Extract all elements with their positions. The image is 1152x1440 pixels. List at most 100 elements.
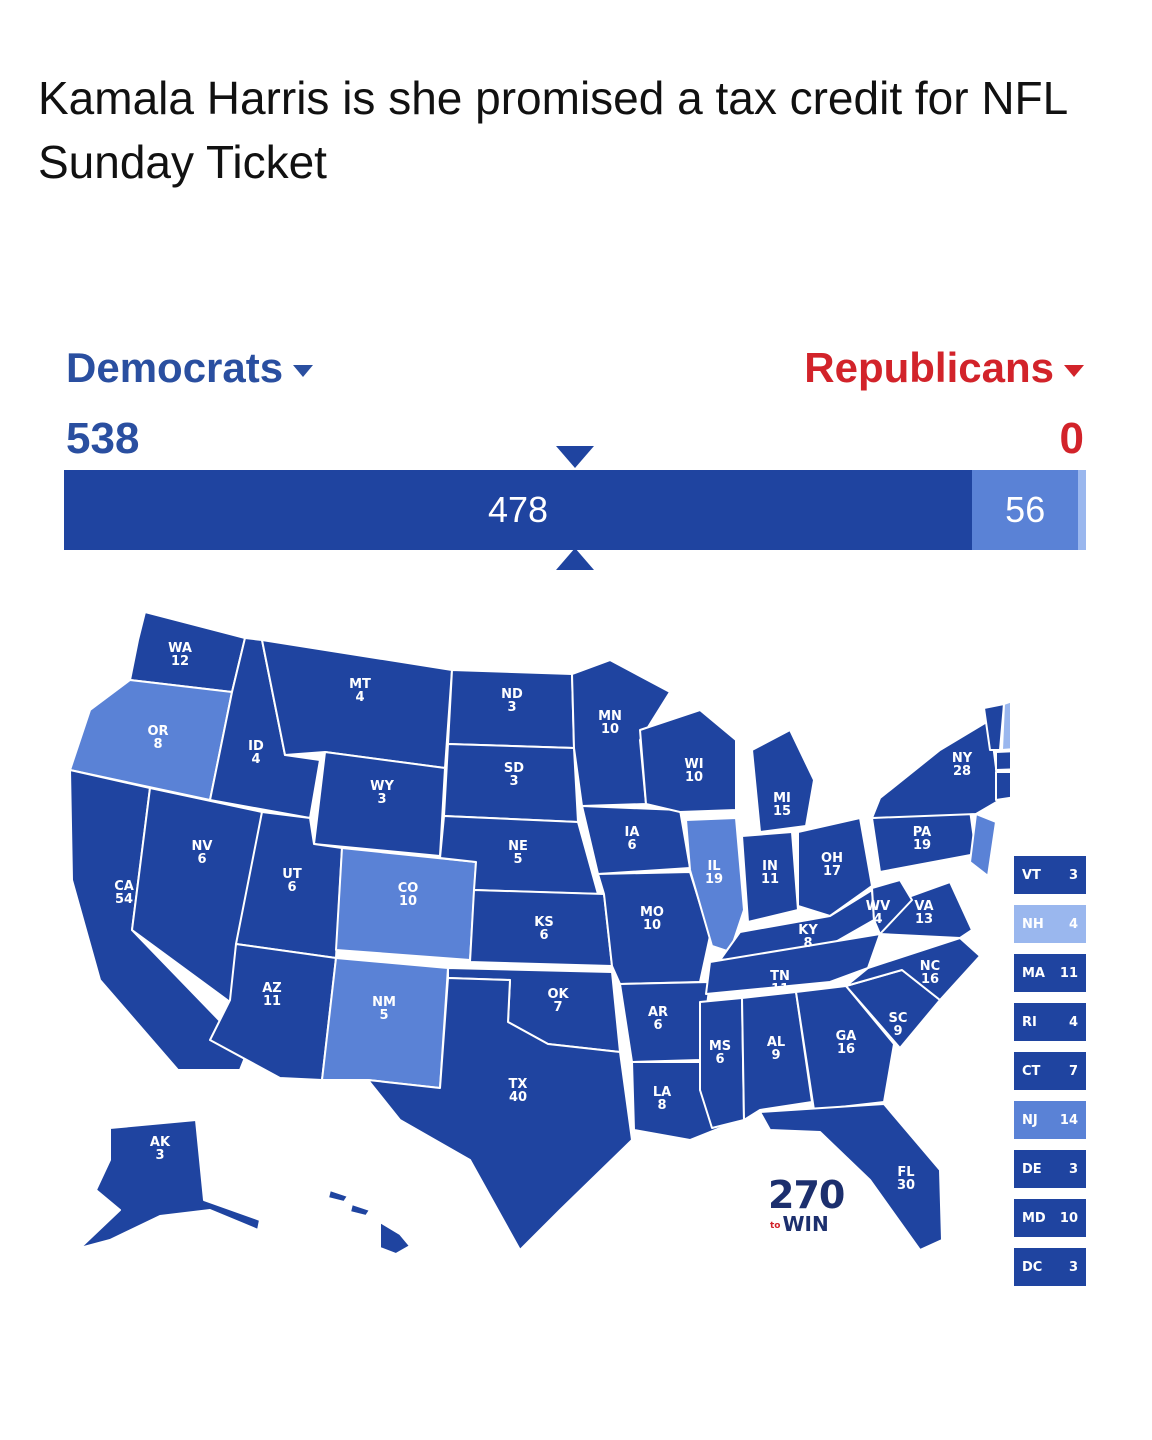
state-label-wa: WA 12 [168, 641, 192, 669]
ne-state-ev: 4 [1068, 1014, 1078, 1030]
state-label-la: LA 8 [653, 1085, 671, 1113]
state-label-ky: KY 8 [798, 923, 818, 951]
ne-state-md[interactable]: MD 10 [1014, 1199, 1086, 1237]
safe-dem-count: 478 [487, 489, 549, 530]
state-label-tx: TX 40 [509, 1077, 528, 1105]
republicans-dropdown[interactable]: Republicans [804, 344, 1084, 392]
state-GA[interactable] [795, 985, 895, 1111]
state-label-az: AZ 11 [262, 981, 282, 1009]
ne-state-ct[interactable]: CT 7 [1014, 1052, 1086, 1090]
ne-state-ri[interactable]: RI 4 [1014, 1003, 1086, 1041]
state-NM[interactable] [321, 957, 449, 1089]
state-label-or: OR 8 [147, 724, 168, 752]
state-label-ks: KS 6 [534, 915, 553, 943]
state-WV[interactable] [871, 879, 913, 935]
republicans-label: Republicans [804, 344, 1054, 391]
ne-state-ev: 11 [1059, 965, 1078, 981]
state-FL[interactable] [759, 1103, 943, 1251]
ne-state-ma[interactable]: MA 11 [1014, 954, 1086, 992]
state-label-ca: CA 54 [114, 879, 134, 907]
state-label-nv: NV 6 [192, 839, 213, 867]
ne-state-abbr: DE [1022, 1161, 1042, 1177]
state-label-ne: NE 5 [508, 839, 528, 867]
state-label-wi: WI 10 [684, 757, 703, 785]
state-TN[interactable] [705, 933, 881, 995]
state-MA[interactable] [995, 750, 1010, 771]
state-MS[interactable] [699, 997, 745, 1129]
ne-state-vt[interactable]: VT 3 [1014, 856, 1086, 894]
state-label-nm: NM 5 [372, 995, 396, 1023]
democrats-label: Democrats [66, 344, 284, 391]
state-AR[interactable] [619, 981, 711, 1063]
state-CT[interactable] [995, 771, 1010, 801]
state-NY[interactable] [871, 719, 1001, 819]
state-label-nc: NC 16 [920, 959, 940, 987]
state-label-id: ID 4 [248, 739, 264, 767]
state-WI[interactable] [639, 709, 737, 813]
state-label-ny: NY 28 [952, 751, 973, 779]
state-label-pa: PA 19 [913, 825, 931, 853]
state-label-tn: TN 11 [770, 969, 790, 997]
state-label-mo: MO 10 [640, 905, 664, 933]
logo-number: 270 [768, 1173, 845, 1217]
state-OH[interactable] [797, 817, 873, 917]
ne-state-ev: 10 [1059, 1210, 1078, 1226]
state-label-co: CO 10 [398, 881, 419, 909]
state-label-ms: MS 6 [709, 1039, 731, 1067]
democrats-dropdown[interactable]: Democrats [66, 344, 314, 392]
electoral-vote-bar: 478 56 [64, 470, 1086, 550]
ne-state-abbr: CT [1022, 1063, 1041, 1079]
ne-state-nh[interactable]: NH 4 [1014, 905, 1086, 943]
caret-down-icon [1064, 365, 1084, 377]
ne-state-abbr: DC [1022, 1259, 1043, 1275]
state-AK[interactable] [79, 1119, 261, 1249]
republicans-total: 0 [1059, 414, 1084, 463]
ne-state-abbr: VT [1022, 867, 1041, 883]
state-label-ut: UT 6 [282, 867, 302, 895]
state-label-mi: MI 15 [773, 791, 791, 819]
ne-state-ev: 7 [1068, 1063, 1078, 1079]
state-label-oh: OH 17 [821, 851, 843, 879]
state-label-sc: SC 9 [889, 1011, 908, 1039]
state-label-ga: GA 16 [836, 1029, 857, 1057]
state-label-ak: AK 3 [150, 1135, 171, 1163]
post-caption: Kamala Harris is she promised a tax cred… [38, 72, 1067, 188]
ne-state-ev: 3 [1068, 867, 1078, 883]
state-HI[interactable] [327, 1189, 411, 1255]
safe-dem-segment: 478 [64, 470, 973, 550]
state-NJ[interactable] [969, 813, 997, 877]
state-label-ok: OK 7 [547, 987, 569, 1015]
ne-state-abbr: MA [1022, 965, 1045, 981]
ne-state-de[interactable]: DE 3 [1014, 1150, 1086, 1188]
democrats-total: 538 [66, 414, 140, 463]
likely-dem-segment: 56 [972, 470, 1079, 550]
state-label-al: AL 9 [767, 1035, 785, 1063]
state-label-mt: MT 4 [349, 677, 371, 705]
ne-state-abbr: NJ [1022, 1112, 1038, 1128]
state-IN[interactable] [741, 831, 799, 923]
state-label-ia: IA 6 [625, 825, 640, 853]
ne-state-abbr: MD [1022, 1210, 1046, 1226]
northeast-states-list: VT 3 NH 4 MA 11 RI 4 CT 7 NJ 14 DE 3 MD 10 DC 3 [1014, 856, 1086, 1297]
270-marker-bottom-icon [556, 548, 594, 570]
ne-state-nj[interactable]: NJ 14 [1014, 1101, 1086, 1139]
state-NH[interactable] [1001, 698, 1010, 751]
state-TX[interactable] [367, 977, 633, 1251]
state-MI[interactable] [751, 729, 815, 833]
state-label-hi: HI 4 [360, 1225, 376, 1253]
logo-word: to WIN [770, 1212, 829, 1236]
state-AL[interactable] [741, 991, 813, 1121]
state-label-fl: FL 30 [897, 1165, 915, 1193]
ne-state-abbr: RI [1022, 1014, 1037, 1030]
ne-state-dc[interactable]: DC 3 [1014, 1248, 1086, 1286]
us-electoral-map: WA 12 OR 8 CA 54 ID 4 NV 6 MT 4 WY 3 UT 6 AZ 11 CO 10 NM 5 ND 3… [69, 611, 1010, 1255]
270towin-logo: 270 to WIN [768, 1173, 845, 1236]
ne-state-ev: 3 [1068, 1259, 1078, 1275]
ne-state-ev: 4 [1068, 916, 1078, 932]
ne-state-ev: 3 [1068, 1161, 1078, 1177]
state-VT[interactable] [983, 703, 1005, 751]
state-label-va: VA 13 [914, 899, 933, 927]
state-label-nd: ND 3 [501, 687, 523, 715]
270-marker-top-icon [556, 446, 594, 468]
ne-state-abbr: NH [1022, 916, 1044, 932]
